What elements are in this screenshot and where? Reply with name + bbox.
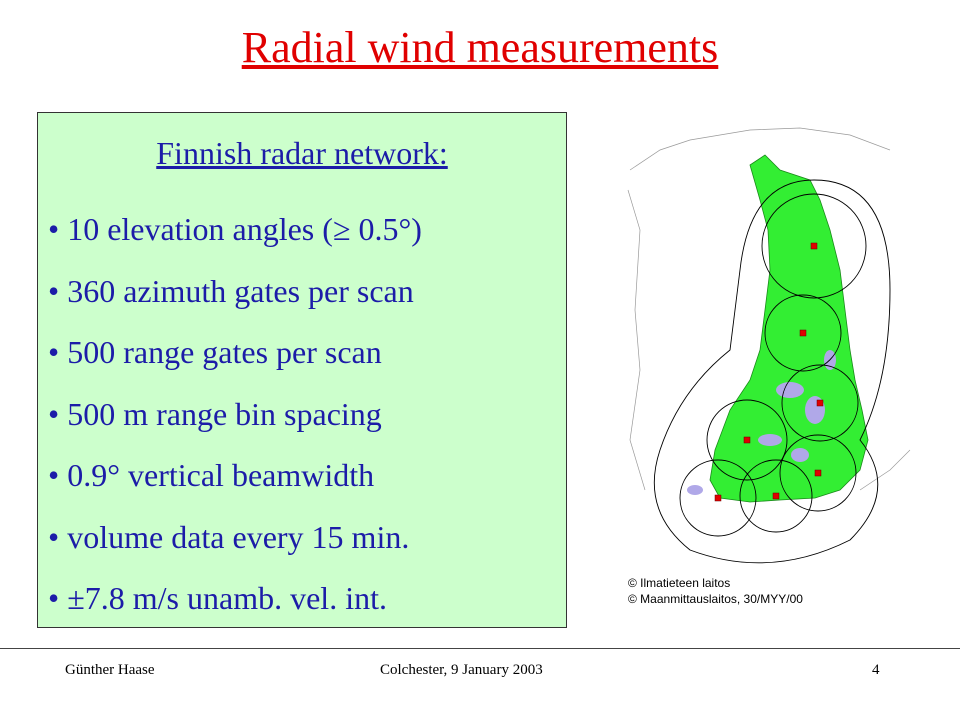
slide-title: Radial wind measurements [241, 23, 719, 72]
bullet-item: • 10 elevation angles (≥ 0.5°) [48, 211, 422, 247]
map-credit: © Maanmittauslaitos, 30/MYY/00 [628, 592, 803, 606]
bullet-item: • 360 azimuth gates per scan [48, 272, 414, 309]
footer-author: Günther Haase [65, 662, 155, 678]
footer-page: 4 [872, 662, 880, 678]
radar-sites [714, 242, 824, 502]
map-credit: © Ilmatieteen laitos [628, 576, 730, 590]
bullet-item: • 500 m range bin spacing [48, 395, 382, 432]
coastline [627, 127, 911, 491]
finland [709, 154, 869, 503]
footer-rule [0, 648, 960, 649]
bullet-item: • ±7.8 m/s unamb. vel. int. [48, 580, 387, 616]
bullet-item: • volume data every 15 min. [48, 518, 410, 555]
info-box: Finnish radar network: • 10 elevation an… [37, 112, 567, 628]
bullet-item: • 500 range gates per scan [48, 334, 382, 370]
radar-coverage [653, 179, 891, 564]
box-heading: Finnish radar network: [156, 135, 448, 171]
radar-map: © Ilmatieteen laitos © Maanmittauslaitos… [627, 127, 911, 606]
bullet-item: • 0.9° vertical beamwidth [48, 457, 375, 493]
footer-event: Colchester, 9 January 2003 [380, 662, 543, 678]
